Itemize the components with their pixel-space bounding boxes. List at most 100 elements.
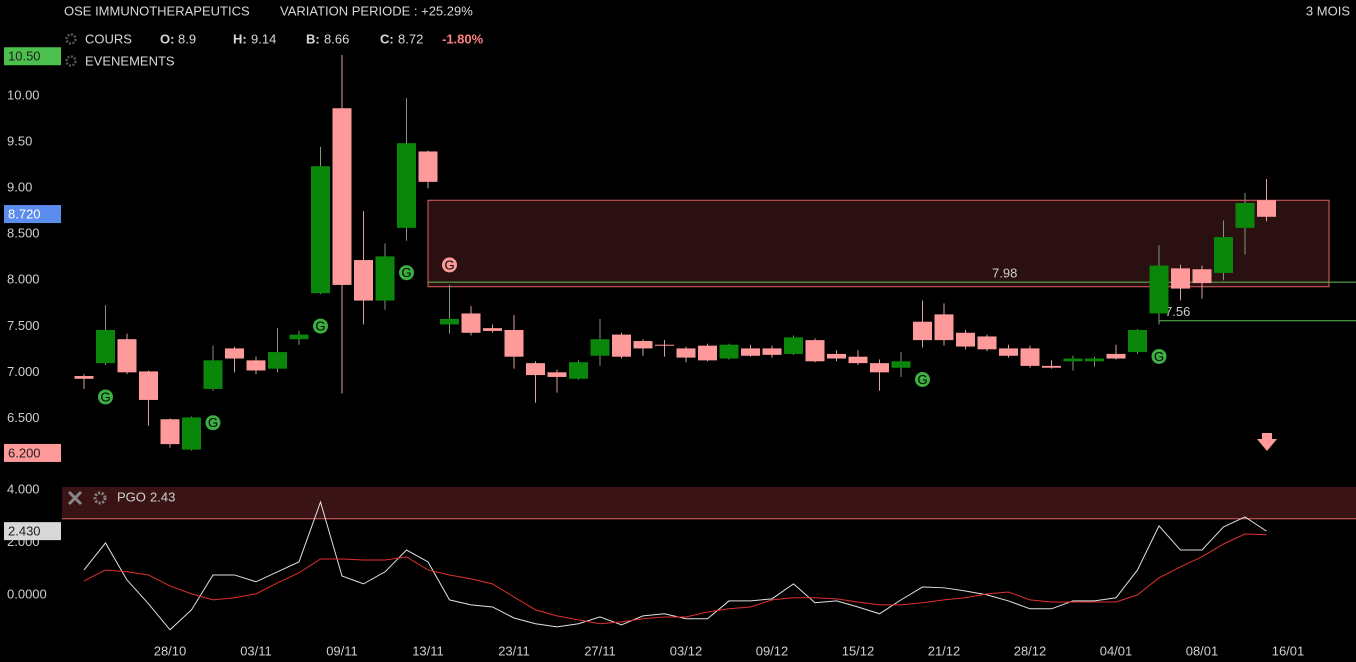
candle-body	[354, 260, 373, 301]
ohlc-summary: O: 8.9 H: 9.14 B: 8.66 C: 8.72	[160, 31, 423, 46]
candle-body	[999, 348, 1018, 356]
title: OSE IMMUNOTHERAPEUTICS	[64, 3, 250, 18]
indicator-band	[62, 487, 1356, 519]
candle-body	[698, 345, 717, 361]
x-tick-label: 04/01	[1100, 643, 1133, 658]
candle-body	[719, 344, 739, 359]
candle-body	[1214, 237, 1233, 273]
candle-body	[1257, 200, 1276, 217]
event-label: G	[917, 372, 927, 387]
gear-icon[interactable]	[65, 33, 77, 45]
candle-body	[1192, 269, 1212, 284]
x-tick-label: 28/12	[1014, 643, 1047, 658]
candle-body	[956, 332, 975, 347]
candle-body	[418, 151, 438, 182]
candle-body	[375, 256, 395, 301]
event-marker	[205, 415, 221, 431]
candle-body	[633, 341, 653, 349]
candle-body	[160, 419, 180, 445]
ohlc-value: 8.72	[398, 31, 423, 46]
candle-body	[526, 363, 545, 376]
candle-body	[1085, 358, 1104, 362]
candle-body	[977, 336, 997, 350]
event-marker	[915, 371, 930, 387]
event-label: G	[401, 265, 411, 280]
candle-body	[483, 328, 502, 331]
x-tick-label: 03/12	[670, 643, 703, 658]
indicator-value: 2.43	[150, 489, 175, 504]
candle-body	[655, 344, 674, 346]
gear-icon[interactable]	[93, 491, 107, 505]
candle-body	[762, 348, 782, 355]
event-marker	[98, 389, 113, 405]
candle-body	[1235, 203, 1255, 228]
indicator-name: PGO	[117, 489, 146, 504]
x-tick-label: 08/01	[1186, 643, 1219, 658]
candle-body	[1128, 330, 1147, 353]
candle-body	[741, 348, 760, 356]
ohlc-value: 8.9	[178, 31, 196, 46]
event-marker	[313, 318, 328, 334]
ohlc-value: 9.14	[251, 31, 276, 46]
candle-body	[1042, 365, 1061, 368]
value-box-label: 2.430	[8, 524, 41, 539]
candle-body	[891, 361, 911, 368]
y-tick-label: 8.000	[7, 272, 40, 287]
event-marker	[442, 257, 457, 273]
close-icon-shape	[67, 490, 83, 506]
x-tick-label: 03/11	[240, 643, 272, 658]
ohlc-key: C:	[380, 31, 394, 46]
value-box	[4, 47, 61, 66]
candle-body	[225, 348, 244, 359]
x-tick-label: 27/11	[584, 643, 616, 658]
event-label: G	[208, 415, 218, 430]
value-box	[4, 443, 61, 462]
candle-body	[397, 143, 416, 228]
candle-body	[827, 353, 846, 359]
close-icon[interactable]	[67, 490, 83, 506]
value-box-label: 8.720	[8, 206, 41, 221]
event-marker	[399, 265, 414, 281]
y-tick-label: 7.500	[7, 318, 40, 333]
value-box-label: 6.200	[8, 445, 41, 460]
candle-body	[848, 356, 868, 364]
candle-body	[569, 362, 588, 379]
x-tick-label: 09/12	[756, 643, 789, 658]
indicator-line	[83, 533, 1267, 625]
level-label: 7.56	[1165, 304, 1190, 319]
candle-body	[74, 376, 94, 379]
ohlc-key: H:	[233, 31, 247, 46]
event-label: G	[444, 257, 454, 272]
x-tick-label: 28/10	[154, 643, 187, 658]
candle-body	[246, 360, 266, 371]
candle-body	[676, 348, 696, 358]
gear-icon[interactable]	[65, 55, 77, 67]
y-tick-label: 7.000	[7, 364, 40, 379]
x-tick-label: 21/12	[928, 643, 961, 658]
down-arrow	[1257, 433, 1277, 451]
candle-body	[182, 417, 201, 450]
y-tick-label: 6.500	[7, 410, 40, 425]
ohlc-key: B:	[306, 31, 320, 46]
candle-body	[870, 363, 889, 373]
candle-body	[268, 352, 287, 369]
candle-body	[1106, 353, 1126, 359]
x-tick-label: 16/01	[1272, 643, 1305, 658]
candle-body	[805, 340, 825, 362]
candle-body	[612, 334, 631, 357]
candle-body	[311, 166, 330, 294]
x-tick-label: 23/11	[498, 643, 530, 658]
ohlc-key: O:	[160, 31, 174, 46]
event-label: G	[100, 389, 110, 404]
candle-body	[117, 339, 137, 373]
y-tick-label: 8.500	[7, 226, 40, 241]
candle-body	[289, 334, 309, 340]
period[interactable]: 3 MOIS	[1306, 3, 1350, 18]
events-label: EVENEMENTS	[85, 53, 175, 68]
candle-body	[784, 337, 803, 354]
candle-body	[203, 360, 223, 389]
change: -1.80%	[442, 31, 484, 46]
ohlc-value: 8.66	[324, 31, 349, 46]
